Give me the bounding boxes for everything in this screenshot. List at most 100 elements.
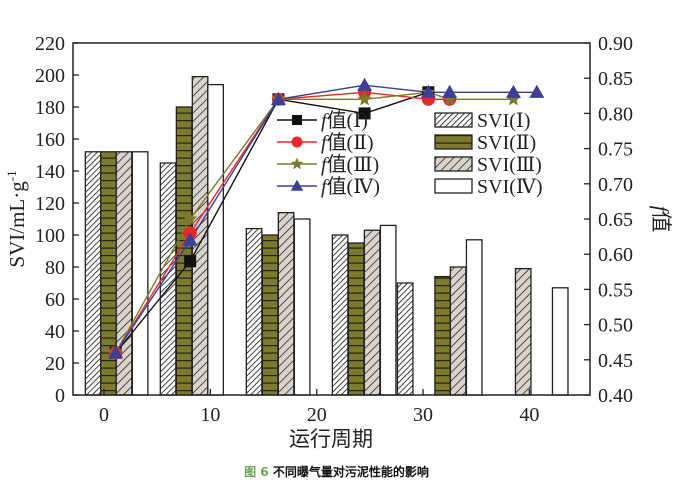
- y-tick-label: 220: [35, 33, 65, 55]
- legend-label: SVI(Ⅲ): [477, 154, 542, 176]
- bar-series-2-point-3: [261, 234, 279, 396]
- legend-label-italic: f: [321, 132, 329, 154]
- bars-layer: [84, 75, 569, 396]
- y2-tick-label: 0.75: [598, 139, 633, 161]
- y-tick-label: 160: [35, 129, 65, 151]
- line-series-4-marker-7: [505, 84, 521, 98]
- legend-label: f值(Ⅰ): [321, 109, 368, 132]
- legend-item-bar-4: SVI(Ⅳ): [434, 176, 543, 198]
- y-tick-label: 40: [45, 321, 65, 343]
- x-tick-label: 30: [413, 404, 433, 426]
- x-tick-label: 40: [519, 404, 539, 426]
- y2-axis-title-italic: f: [649, 206, 673, 215]
- bar-series-3-point-5: [449, 266, 467, 396]
- y2-tick-label: 0.65: [598, 209, 633, 231]
- figure-caption: 图 6 不同曝气量对污泥性能的影响: [0, 463, 673, 480]
- line-series-1-marker-4: [358, 107, 371, 120]
- bar-series-4-point-1: [131, 151, 149, 396]
- bar-series-1-point-1: [84, 151, 102, 396]
- y-axis-title-main: SVI/mL·g: [5, 181, 29, 268]
- legend-item-bar-3: SVI(Ⅲ): [434, 154, 542, 176]
- bar-series-1-point-5: [396, 282, 414, 396]
- x-tick-label: 0: [99, 404, 109, 426]
- y2-tick-label: 0.70: [598, 174, 633, 196]
- bar-series-1-point-4: [331, 234, 349, 396]
- legend-item-bar-2: SVI(Ⅱ): [434, 132, 536, 154]
- bar-series-1-point-2: [159, 162, 177, 396]
- legend-label: f值(Ⅱ): [321, 131, 373, 154]
- x-tick-label: 10: [200, 404, 220, 426]
- legend-marker-star: [290, 157, 304, 170]
- y-tick-label: 200: [35, 65, 65, 87]
- legend-bar-swatch: [434, 156, 473, 172]
- line-series-4-marker-2: [182, 232, 198, 246]
- legend-label-italic: f: [321, 110, 329, 132]
- y2-tick-label: 0.80: [598, 103, 633, 125]
- line-series-4: [115, 84, 537, 354]
- legend-label-italic: f: [321, 154, 329, 176]
- y-tick-label: 0: [55, 385, 65, 407]
- y2-tick-label: 0.60: [598, 244, 633, 266]
- legend-label-rest: 值(Ⅱ): [327, 131, 374, 154]
- bar-series-4-point-2: [207, 83, 225, 396]
- y-tick-label: 100: [35, 225, 65, 247]
- legend-item-line-3: f值(Ⅲ): [277, 153, 379, 176]
- legend-label: SVI(Ⅱ): [477, 132, 536, 154]
- bar-series-2-point-4: [347, 242, 365, 396]
- legend-marker-triangle: [290, 179, 304, 191]
- legend-item-line-4: f值(Ⅳ): [277, 175, 380, 198]
- bar-series-3-point-3: [277, 211, 295, 396]
- legend-label: f值(Ⅲ): [321, 153, 379, 176]
- y-tick-label: 80: [45, 257, 65, 279]
- bar-series-4-point-3: [293, 218, 311, 396]
- y-tick-label: 20: [45, 353, 65, 375]
- y-tick-label: 180: [35, 97, 65, 119]
- line-series-4-marker-6: [442, 84, 458, 98]
- legend-item-line-2: f值(Ⅱ): [277, 131, 373, 154]
- legend-bar-swatch: [434, 134, 473, 150]
- y2-tick-label: 0.45: [598, 350, 633, 372]
- legend-item-bar-1: SVI(Ⅰ): [434, 110, 530, 132]
- axes-layer: 0204060801001201401601802002200.400.450.…: [35, 33, 633, 426]
- line-series-3-marker-2: [183, 211, 198, 226]
- figure-caption-text: 不同曝气量对污泥性能的影响: [272, 465, 429, 479]
- y2-axis-title: f值: [649, 206, 673, 233]
- line-series-4-marker-3: [270, 91, 286, 105]
- line-series-4-marker-1: [108, 345, 124, 359]
- x-tick-label: 20: [307, 404, 327, 426]
- y2-tick-label: 0.40: [598, 385, 633, 407]
- bar-series-3-point-6: [514, 267, 532, 396]
- svg-text:SVI/mL·g-1: SVI/mL·g-1: [4, 170, 29, 267]
- legend-label: SVI(Ⅳ): [477, 176, 543, 198]
- line-series-3-marker-7: [506, 91, 521, 106]
- bar-series-3-point-4: [363, 229, 381, 396]
- legend-label-italic: f: [321, 176, 329, 198]
- y-tick-label: 140: [35, 161, 65, 183]
- line-series-4-marker-4: [357, 77, 373, 91]
- figure-number: 图 6: [244, 465, 269, 479]
- y-axis-title: SVI/mL·g-1: [4, 170, 29, 267]
- legend-label-rest: 值(Ⅲ): [327, 153, 380, 176]
- y2-axis-title-rest: 值: [649, 211, 673, 232]
- svg-text:f值: f值: [649, 206, 673, 233]
- y-tick-label: 120: [35, 193, 65, 215]
- line-series-1-marker-2: [184, 255, 197, 268]
- chart: 0204060801001201401601802002200.400.450.…: [4, 33, 673, 451]
- legend: f值(Ⅰ)f值(Ⅱ)f值(Ⅲ)f值(Ⅳ)SVI(Ⅰ)SVI(Ⅱ)SVI(Ⅲ)SV…: [277, 109, 543, 198]
- line-series-4-marker-5: [420, 84, 436, 98]
- legend-bar-swatch: [434, 112, 473, 128]
- line-series-3-marker-4: [357, 91, 372, 106]
- legend-label: SVI(Ⅰ): [477, 110, 530, 132]
- legend-bar-swatch: [434, 178, 473, 194]
- y2-tick-label: 0.85: [598, 68, 633, 90]
- bar-series-4-point-5: [465, 239, 483, 396]
- legend-marker-square: [292, 115, 302, 125]
- y2-tick-label: 0.90: [598, 33, 633, 55]
- legend-marker-circle: [291, 136, 303, 148]
- line-series-4-marker-8: [529, 84, 545, 98]
- legend-item-line-1: f值(Ⅰ): [277, 109, 368, 132]
- axis-labels: 运行周期 SVI/mL·g-1 f值: [4, 170, 673, 451]
- bar-series-2-point-5: [434, 275, 452, 396]
- y2-tick-label: 0.50: [598, 315, 633, 337]
- legend-label-rest: 值(Ⅳ): [327, 175, 380, 198]
